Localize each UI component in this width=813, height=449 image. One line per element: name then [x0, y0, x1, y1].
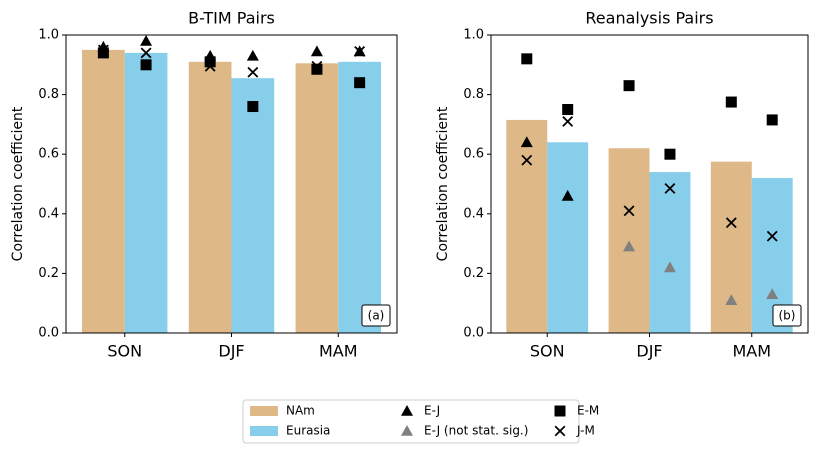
- y-tick-label: 0.6: [38, 147, 59, 162]
- square-marker: [247, 101, 259, 113]
- legend-label: Eurasia: [286, 424, 330, 438]
- panel-label-box: [361, 304, 391, 327]
- panel-label: (b): [779, 309, 796, 323]
- triangle-marker: [246, 49, 259, 61]
- x-tick-label: DJF: [636, 342, 662, 361]
- legend-swatch: [250, 426, 278, 436]
- x-tick-label: DJF: [218, 342, 244, 361]
- y-tick-label: 0.2: [38, 266, 59, 281]
- x-marker: [97, 44, 109, 56]
- chart-title: B-TIM Pairs: [188, 9, 275, 28]
- square-marker: [140, 59, 152, 71]
- square-marker: [725, 96, 737, 108]
- x-marker: [766, 230, 778, 242]
- y-tick-label: 0.8: [38, 87, 59, 102]
- triangle-marker: [561, 189, 574, 201]
- x-tick-label: MAM: [732, 342, 771, 361]
- x-marker: [725, 217, 737, 229]
- y-tick-label: 0.0: [463, 326, 484, 341]
- panel-label-box: [772, 304, 802, 327]
- square-marker: [554, 405, 566, 417]
- y-axis-label: Correlation coefficient: [435, 106, 451, 261]
- x-marker: [554, 425, 566, 437]
- chart-title: Reanalysis Pairs: [585, 9, 713, 28]
- bar: [547, 142, 589, 333]
- bar: [295, 63, 339, 334]
- square-marker: [311, 63, 323, 75]
- square-marker: [354, 77, 366, 89]
- triangle-marker: [310, 45, 323, 57]
- y-tick-label: 1.0: [38, 28, 59, 43]
- bar: [124, 52, 168, 333]
- axes-frame: [490, 34, 809, 334]
- legend-swatch: [250, 406, 278, 416]
- square-marker: [521, 53, 533, 65]
- square-marker: [562, 104, 574, 115]
- square-marker: [97, 47, 109, 59]
- y-tick-label: 0.4: [38, 206, 59, 221]
- x-tick-label: MAM: [319, 342, 358, 361]
- x-marker: [562, 115, 574, 127]
- bar: [710, 161, 752, 333]
- bar: [231, 78, 275, 334]
- triangle-marker: [401, 425, 413, 436]
- legend-label: E-J (not stat. sig.): [424, 424, 528, 438]
- y-tick-label: 0.8: [463, 87, 484, 102]
- y-tick-label: 0.6: [463, 147, 484, 162]
- bar: [506, 119, 548, 334]
- x-marker: [623, 205, 635, 217]
- square-marker: [623, 80, 635, 92]
- y-axis-label: Correlation coefficient: [10, 106, 26, 261]
- x-marker: [204, 60, 216, 72]
- x-marker: [247, 66, 259, 78]
- legend-label: E-J: [424, 404, 440, 418]
- bar: [338, 61, 381, 333]
- y-tick-label: 0.4: [463, 206, 484, 221]
- triangle-marker: [401, 405, 413, 416]
- legend-label: J-M: [576, 424, 595, 438]
- x-tick-label: SON: [107, 342, 142, 361]
- legend-label: E-M: [577, 404, 599, 418]
- y-tick-label: 1.0: [463, 28, 484, 43]
- triangle-marker: [663, 261, 676, 273]
- triangle-marker: [520, 136, 533, 148]
- square-marker: [204, 56, 216, 68]
- x-marker: [521, 154, 533, 166]
- panel-label: (a): [368, 309, 385, 323]
- x-marker: [140, 47, 152, 59]
- x-marker: [354, 45, 366, 57]
- legend-box: [242, 399, 580, 444]
- axes-frame: [65, 34, 398, 334]
- triangle-marker: [766, 288, 779, 300]
- y-tick-label: 0.2: [463, 266, 484, 281]
- square-marker: [664, 148, 676, 160]
- y-tick-label: 0.0: [38, 326, 59, 341]
- square-marker: [766, 114, 778, 126]
- bar: [82, 49, 125, 334]
- triangle-marker: [623, 240, 636, 252]
- bar: [188, 61, 232, 333]
- x-tick-label: SON: [530, 342, 565, 361]
- triangle-marker: [725, 294, 738, 306]
- triangle-marker: [140, 34, 153, 46]
- bar: [649, 172, 691, 333]
- x-marker: [311, 60, 323, 72]
- x-marker: [664, 183, 676, 194]
- legend-label: NAm: [286, 404, 315, 418]
